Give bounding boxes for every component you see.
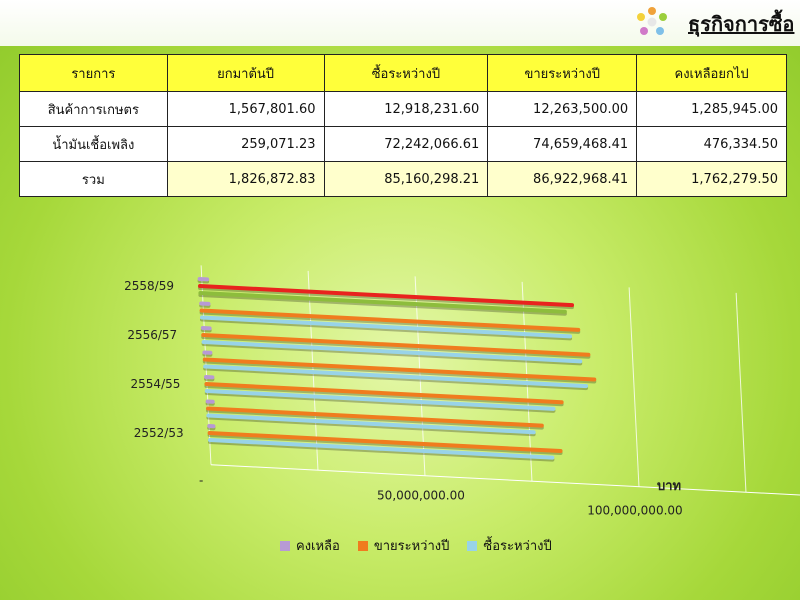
y-tick-label: 2554/55: [131, 377, 181, 391]
legend-swatch-sales: [357, 540, 368, 551]
header-band: [0, 0, 800, 46]
table-cell: 1,285,945.00: [636, 91, 787, 127]
table-cell: 1,567,801.60: [166, 91, 325, 127]
legend-swatch-remaining: [280, 540, 290, 551]
row-label: สินค้าการเกษตร: [19, 91, 168, 127]
summary-table: รายการ ยกมาต้นปี ซื้อระหว่างปี ขายระหว่า…: [19, 54, 787, 197]
table-header-cell: รายการ: [19, 54, 168, 92]
bar: [201, 340, 583, 364]
y-tick-label: 2558/59: [124, 279, 174, 293]
table-total-row: รวม 1,826,872.83 85,160,298.21 86,922,96…: [19, 161, 787, 197]
row-label: น้ำมันเชื้อเพลิง: [19, 126, 168, 162]
total-cell: 86,922,968.41: [487, 161, 638, 197]
table-row: สินค้าการเกษตร 1,567,801.60 12,918,231.6…: [19, 91, 787, 127]
table-cell: 12,918,231.60: [323, 91, 489, 127]
legend-item: ขายระหว่างปี: [357, 535, 450, 556]
bar: [201, 333, 591, 357]
table-cell: 476,334.50: [636, 126, 787, 162]
bar: [198, 291, 567, 314]
chart-legend: คงเหลือ ขายระหว่างปี ซื้อระหว่างปี: [280, 535, 552, 556]
bar: [206, 413, 536, 435]
x-tick-label: 50,000,000.00: [377, 489, 465, 503]
y-tick-label: 2556/57: [127, 328, 177, 342]
grid-line: [735, 292, 747, 493]
legend-swatch-purchases: [467, 540, 478, 551]
table-cell: 72,242,066.61: [323, 126, 489, 162]
flower-logo-icon: [637, 7, 667, 35]
bar: [203, 364, 589, 389]
table-row: น้ำมันเชื้อเพลิง 259,071.23 72,242,066.6…: [19, 126, 787, 162]
total-cell: 1,762,279.50: [636, 161, 787, 197]
x-tick-label: -: [199, 474, 203, 488]
legend-label: คงเหลือ: [296, 539, 340, 554]
x-axis-label: บาท: [657, 479, 681, 494]
page-title: ธุรกิจการซื้อ: [688, 12, 795, 36]
bar: [207, 431, 563, 454]
total-label: รวม: [19, 161, 168, 197]
legend-label: ซื้อระหว่างปี: [483, 539, 552, 554]
bar: [204, 382, 564, 405]
table-cell: 12,263,500.00: [487, 91, 638, 127]
legend-item: ซื้อระหว่างปี: [467, 535, 552, 556]
bar: [200, 315, 573, 339]
grid-line: [628, 287, 640, 487]
legend-label: ขายระหว่างปี: [373, 539, 450, 554]
total-cell: 1,826,872.83: [166, 161, 325, 197]
x-tick-label: 100,000,000.00: [587, 504, 682, 518]
bar: [208, 438, 555, 460]
bar: [206, 406, 544, 428]
total-cell: 85,160,298.21: [323, 161, 489, 197]
table-cell: 74,659,468.41: [487, 126, 638, 162]
bar: [202, 357, 597, 382]
legend-item: คงเหลือ: [280, 535, 340, 556]
bar: [204, 389, 556, 411]
bar: [198, 284, 575, 308]
floor-axis-line: [210, 464, 800, 496]
y-tick-label: 2552/53: [134, 426, 184, 440]
table-cell: 259,071.23: [166, 126, 325, 162]
table-header-cell: คงเหลือยกไป: [636, 54, 787, 92]
bar: [199, 308, 581, 332]
